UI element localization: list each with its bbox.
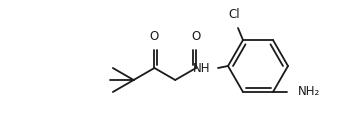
Text: O: O: [191, 30, 201, 43]
Text: NH: NH: [193, 62, 210, 74]
Text: Cl: Cl: [228, 8, 240, 21]
Text: O: O: [150, 30, 159, 43]
Text: NH₂: NH₂: [298, 86, 320, 98]
